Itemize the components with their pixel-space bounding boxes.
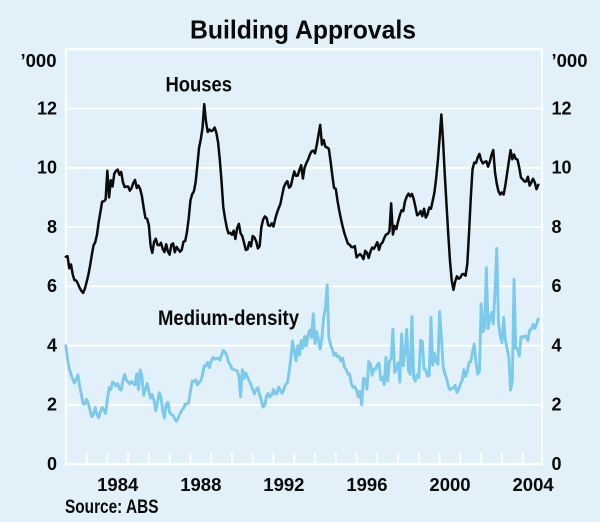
y-axis-unit-right: ’000: [552, 50, 588, 71]
y-label-left-8: 8: [47, 217, 57, 237]
y-label-left-12: 12: [37, 98, 57, 118]
y-label-left-2: 2: [47, 395, 57, 415]
y-axis-unit-left: ’000: [20, 50, 56, 71]
x-tick-marks: [64, 453, 524, 465]
plot-frame: [64, 48, 543, 466]
source-note: Source: ABS: [65, 496, 159, 518]
series-label-houses: Houses: [165, 74, 232, 97]
x-label-1996: 1996: [346, 474, 387, 495]
series-label-medium-density: Medium-density: [158, 307, 299, 330]
y-label-left-4: 4: [47, 335, 57, 355]
x-label-2004: 2004: [513, 474, 555, 495]
y-label-right-4: 4: [552, 335, 562, 355]
y-label-left-10: 10: [37, 158, 57, 178]
y-label-right-10: 10: [552, 158, 572, 178]
y-label-left-0: 0: [47, 454, 57, 474]
data-series: [64, 102, 540, 423]
y-label-right-0: 0: [552, 454, 562, 474]
y-label-right-12: 12: [552, 98, 572, 118]
x-axis-labels: 1984 1988 1992 1996 2000 2004: [97, 474, 554, 495]
y-label-right-2: 2: [552, 395, 562, 415]
series-line-medium-density: [64, 246, 540, 423]
x-label-2000: 2000: [429, 474, 470, 495]
chart-title: Building Approvals: [190, 14, 416, 44]
series-line-houses: [64, 102, 540, 295]
x-label-1988: 1988: [180, 474, 221, 495]
y-label-right-8: 8: [552, 217, 562, 237]
y-label-right-6: 6: [552, 276, 562, 296]
y-label-left-6: 6: [47, 276, 57, 296]
x-label-1992: 1992: [263, 474, 304, 495]
y-axis-labels-left: 0 2 4 6 8 10 12: [37, 98, 57, 474]
x-label-1984: 1984: [97, 474, 139, 495]
y-axis-labels-right: 0 2 4 6 8 10 12: [552, 98, 572, 474]
